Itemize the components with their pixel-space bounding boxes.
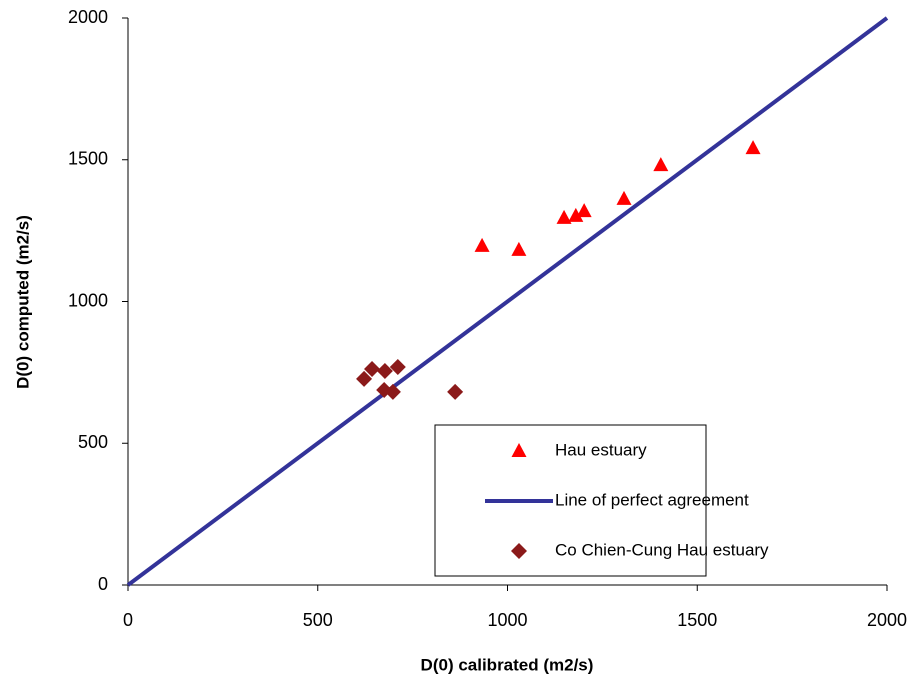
diamond-marker	[384, 383, 401, 400]
x-tick-label: 2000	[867, 610, 907, 630]
y-tick-label: 1000	[68, 290, 108, 310]
legend-label: Co Chien-Cung Hau estuary	[555, 540, 769, 559]
diamond-marker	[376, 362, 393, 379]
x-tick-label: 1500	[677, 610, 717, 630]
triangle-marker	[568, 207, 584, 222]
y-tick-label: 0	[98, 574, 108, 594]
x-axis-title: D(0) calibrated (m2/s)	[421, 655, 594, 674]
y-axis-title: D(0) computed (m2/s)	[13, 215, 32, 389]
diamond-marker	[356, 370, 373, 387]
triangle-marker	[511, 443, 527, 457]
y-tick-label: 1500	[68, 149, 108, 169]
diamond-marker	[447, 383, 464, 400]
x-tick-label: 1000	[487, 610, 527, 630]
triangle-marker	[556, 209, 572, 224]
diamond-marker	[511, 543, 527, 559]
y-tick-label: 2000	[68, 7, 108, 27]
x-tick-label: 0	[123, 610, 133, 630]
triangle-marker	[511, 241, 527, 256]
agreement-line	[126, 16, 889, 587]
x-tick-label: 500	[303, 610, 333, 630]
legend-box	[434, 424, 707, 577]
triangle-marker	[474, 237, 490, 252]
triangle-marker	[653, 157, 669, 172]
legend-label: Line of perfect agreement	[555, 490, 749, 509]
legend-label: Hau estuary	[555, 440, 647, 459]
triangle-marker	[576, 203, 592, 218]
diamond-marker	[364, 360, 381, 377]
triangle-marker	[745, 140, 761, 155]
triangle-marker	[616, 190, 632, 205]
y-tick-label: 500	[78, 432, 108, 452]
diamond-marker	[389, 358, 406, 375]
legend: Hau estuary Line of perfect agreement Co C…	[434, 424, 769, 577]
